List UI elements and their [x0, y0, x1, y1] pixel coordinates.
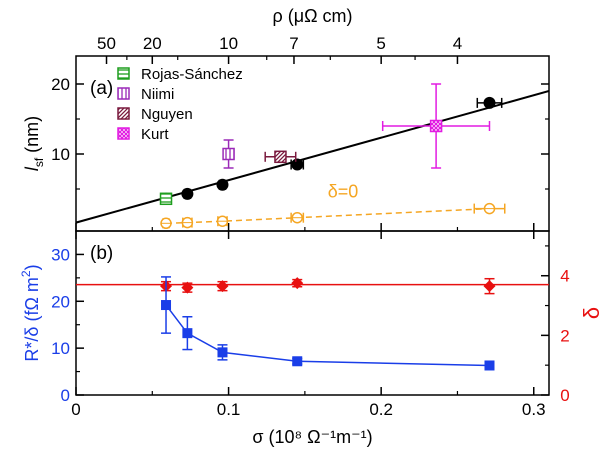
legend-label: Kurt: [141, 126, 169, 143]
r-over-delta-line: [165, 304, 490, 367]
panel-b-frame: [75, 230, 550, 396]
x-tick-label: 0.1: [217, 400, 241, 419]
legend-label: Nguyen: [141, 106, 193, 123]
y-tick-label-b-right: 4: [560, 267, 569, 286]
delta-zero-line: [165, 207, 490, 225]
delta-data-point: [181, 281, 194, 294]
lit-point-nguyen: [274, 150, 287, 164]
legend-label: Niimi: [141, 86, 174, 103]
y-tick-label-b-right: 2: [560, 326, 569, 345]
r-over-delta-point: [161, 300, 172, 311]
y-axis-title-b-left: R*/δ (fΩ m2): [19, 264, 42, 361]
black-data-point: [216, 178, 229, 191]
top-tick-label: 7: [289, 34, 298, 53]
delta-data-point: [216, 280, 229, 293]
lit-point-niimi: [222, 147, 235, 161]
delta-zero-annotation: δ=0: [328, 181, 359, 201]
x-axis-title: σ (10⁸ Ω⁻¹m⁻¹): [252, 427, 372, 447]
legend-swatch: [117, 87, 130, 100]
y-tick-label-b-left: 0: [61, 386, 70, 405]
top-tick-label: 20: [143, 34, 162, 53]
x-tick-label: 0.3: [522, 400, 546, 419]
fit-line: [76, 90, 549, 224]
legend-label: Rojas-Sánchez: [141, 66, 243, 83]
r-over-delta-point: [292, 356, 303, 367]
r-over-delta-point: [484, 360, 495, 371]
y-tick-label-b-left: 10: [51, 339, 70, 358]
y-tick-label-b-right: 0: [560, 386, 569, 405]
black-data-point: [181, 187, 194, 200]
x-tick-label: 0.2: [369, 400, 393, 419]
top-tick-label: 10: [219, 34, 238, 53]
legend-swatch: [117, 127, 130, 140]
y-axis-title-b-right: δ: [579, 307, 604, 319]
r-over-delta-point: [217, 347, 228, 358]
black-data-point: [291, 158, 304, 171]
black-data-point: [483, 96, 496, 109]
top-tick-label: 4: [453, 34, 462, 53]
panel-label-b: (b): [90, 243, 113, 264]
top-tick-label: 5: [376, 34, 385, 53]
y-tick-label-b-left: 30: [51, 245, 70, 264]
y-axis-title-a: lsf (nm): [22, 116, 46, 171]
r-over-delta-point: [182, 328, 193, 339]
legend-swatch: [117, 67, 130, 80]
x-tick-label: 0: [71, 400, 80, 419]
top-tick-label: 50: [97, 34, 116, 53]
legend-swatch: [117, 107, 130, 120]
lit-point-kurt: [429, 119, 443, 133]
y-tick-label-b-left: 20: [51, 292, 70, 311]
y-tick-label-a: 10: [51, 145, 70, 164]
top-axis-title: ρ (μΩ cm): [272, 6, 352, 26]
lit-point-rojassnchez: [159, 192, 173, 206]
panel-label-a: (a): [90, 78, 113, 99]
y-tick-label-a: 20: [51, 75, 70, 94]
delta-data-point: [291, 277, 304, 290]
delta-data-point: [483, 280, 496, 293]
